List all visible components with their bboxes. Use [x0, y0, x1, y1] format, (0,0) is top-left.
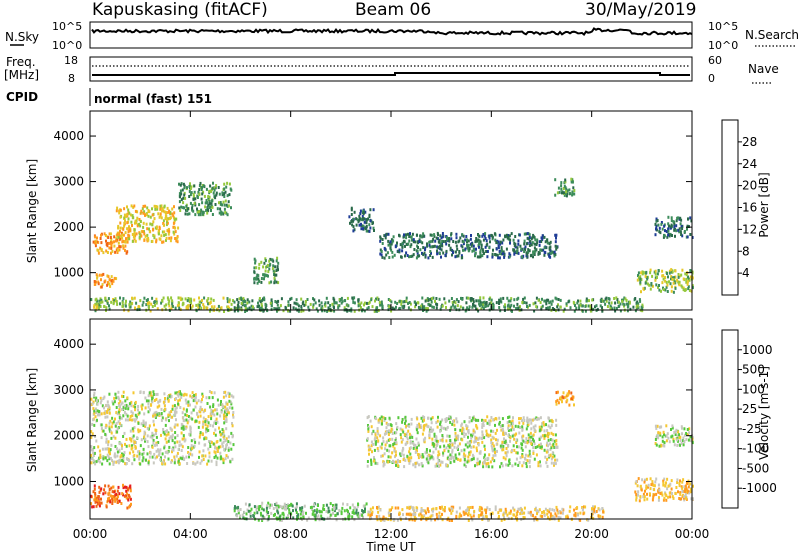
- cpid-label: CPID: [6, 90, 38, 104]
- freq-label: Freq.: [6, 55, 36, 69]
- nsky-panel: N.Sky 10^5 10^0 10^5 10^0 N.Search: [5, 20, 799, 52]
- beam-title: Beam 06: [355, 0, 431, 20]
- power-y-tick-label: 1000: [53, 266, 84, 280]
- freq-trace: [92, 73, 690, 75]
- nave-tick-top: 60: [708, 54, 722, 67]
- velocity-colorbar-label: Velocity [m s-1]: [757, 366, 771, 460]
- velocity-region: [634, 477, 694, 502]
- velocity-axes: 1000 2000 3000 4000: [53, 319, 692, 519]
- power-region: [348, 207, 375, 233]
- velocity-region: [366, 415, 558, 468]
- power-panel: 1000 2000 3000 4000 Slant Range [km] 4 8 12 16…: [25, 111, 771, 313]
- power-region: [637, 268, 694, 294]
- power-colorbar-tick-label: 16: [742, 201, 757, 215]
- freq-tick-top: 18: [64, 54, 78, 67]
- power-colorbar-tick-label: 28: [742, 135, 757, 149]
- velocity-colorbar-tick-label: -1000: [742, 481, 777, 495]
- power-y-tick-label: 3000: [53, 175, 84, 189]
- x-tick-label: 12:00: [374, 527, 409, 541]
- nsky-trace: [92, 29, 692, 35]
- velocity-ylabel: Slant Range [km]: [25, 368, 39, 472]
- power-region: [90, 296, 234, 313]
- velocity-y-tick-label: 2000: [53, 429, 84, 443]
- nsky-tick-top-right: 10^5: [708, 20, 738, 33]
- nsky-tick-bottom-right: 10^0: [708, 39, 738, 52]
- power-colorbar-tick-label: 4: [742, 266, 750, 280]
- power-colorbar-label: Power [dB]: [757, 172, 771, 237]
- power-y-tick-label: 2000: [53, 220, 84, 234]
- velocity-panel: 1000 2000 3000 4000 Slant Range [km] -1000 -…: [25, 319, 777, 522]
- nave-tick-bottom: 0: [708, 72, 715, 85]
- velocity-colorbar-tick-label: -500: [742, 461, 769, 475]
- power-region: [94, 273, 117, 289]
- nsky-label: N.Sky: [5, 30, 39, 44]
- velocity-region: [555, 390, 575, 407]
- velocity-colorbar-tick-label: 1000: [742, 343, 773, 357]
- velocity-y-tick-label: 3000: [53, 383, 84, 397]
- nsky-tick-top: 10^5: [52, 20, 82, 33]
- power-region: [379, 232, 558, 260]
- cpid-value: normal (fast) 151: [94, 92, 212, 106]
- power-y-tick-label: 4000: [53, 129, 84, 143]
- x-tick-label: 20:00: [574, 527, 609, 541]
- x-tick-label: 00:00: [675, 527, 710, 541]
- velocity-colorbar-label-text: Velocity [m s-1]: [757, 366, 771, 460]
- power-colorbar-tick-label: 8: [742, 244, 750, 258]
- power-colorbar-tick-label: 12: [742, 222, 757, 236]
- power-region: [554, 178, 575, 198]
- velocity-region: [90, 390, 234, 466]
- nave-label: Nave: [748, 62, 779, 76]
- freq-unit: [MHz]: [4, 68, 39, 82]
- x-tick-label: 00:00: [73, 527, 108, 541]
- x-tick-label: 04:00: [173, 527, 208, 541]
- nsearch-label: N.Search: [745, 28, 799, 42]
- power-ylabel: Slant Range [km]: [25, 159, 39, 263]
- power-region: [93, 232, 130, 255]
- power-colorbar: 4 8 12 16 20 24 28: [722, 120, 757, 295]
- power-cells: [90, 178, 694, 313]
- x-tick-label: 08:00: [273, 527, 308, 541]
- velocity-colorbar-tick-label: 25: [742, 402, 757, 416]
- station-title: Kapuskasing (fitACF): [92, 0, 268, 20]
- nsky-tick-bottom: 10^0: [52, 39, 82, 52]
- velocity-region: [90, 484, 132, 510]
- date-title: 30/May/2019: [585, 0, 697, 20]
- power-region: [178, 182, 232, 217]
- velocity-cells: [90, 390, 694, 522]
- power-colorbar-tick-label: 24: [742, 157, 757, 171]
- power-region: [115, 204, 179, 243]
- x-axis-label: Time UT: [365, 540, 416, 554]
- x-tick-label: 16:00: [474, 527, 509, 541]
- power-colorbar-tick-label: 20: [742, 179, 757, 193]
- power-region: [253, 257, 279, 285]
- freq-tick-bottom: 8: [68, 72, 75, 85]
- freq-panel: Freq. [MHz] 18 8 60 0 Nave: [4, 54, 779, 85]
- velocity-y-tick-label: 1000: [53, 474, 84, 488]
- velocity-y-tick-label: 4000: [53, 337, 84, 351]
- x-tick-labels: 00:00 04:00 08:00 12:00 16:00 20:00 00:00: [73, 527, 710, 541]
